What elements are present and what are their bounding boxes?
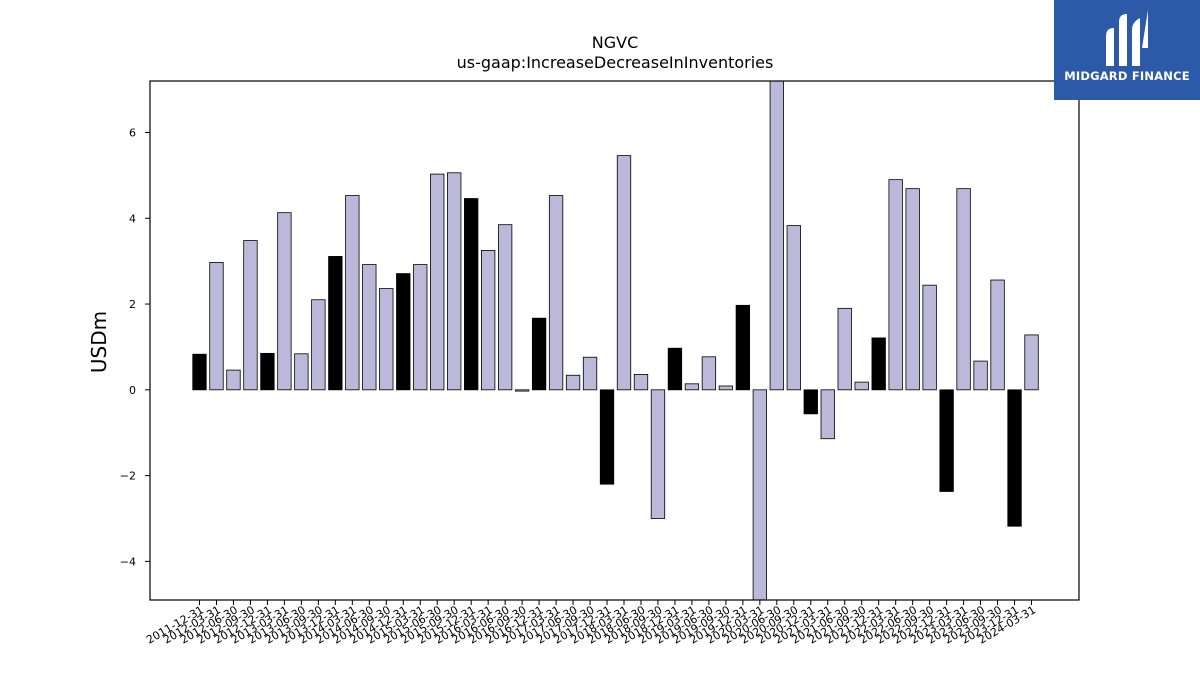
bar [531, 317, 547, 391]
y-axis-label: USDm [87, 311, 111, 373]
bar [277, 212, 292, 391]
bar [226, 369, 241, 391]
bars-group [192, 80, 1039, 601]
bar [1024, 334, 1039, 391]
bar [905, 188, 920, 391]
bar [939, 389, 954, 492]
bar [718, 385, 734, 391]
y-tick-label: 6 [129, 126, 136, 139]
bar [803, 389, 818, 415]
bar [328, 256, 343, 391]
bar [1007, 389, 1022, 527]
bar [497, 224, 513, 391]
chart-subtitle: us-gaap:IncreaseDecreaseInInventories [457, 53, 774, 72]
x-axis: 2011-12-312012-03-312012-06-302012-09-30… [144, 600, 1038, 647]
bar [752, 389, 767, 601]
bar [735, 304, 751, 391]
bar [650, 389, 666, 519]
bar [260, 352, 275, 391]
bar [769, 80, 784, 391]
bar [413, 264, 428, 391]
bar [565, 374, 581, 391]
bar [379, 288, 394, 391]
plot-frame [149, 80, 1080, 601]
bar [667, 347, 683, 391]
bar [820, 389, 835, 440]
bar [294, 353, 309, 391]
y-axis: −4 −2 0 2 4 6 [120, 126, 150, 568]
bar [345, 195, 360, 391]
bar [786, 225, 801, 391]
bar [837, 307, 852, 391]
chart-title: NGVC [592, 33, 638, 52]
bar [633, 373, 649, 391]
bar [956, 188, 971, 391]
bar [871, 337, 886, 391]
bar [888, 179, 903, 391]
bar [599, 389, 615, 485]
bar [922, 284, 937, 391]
brand-name: MIDGARD FINANCE [1064, 69, 1190, 83]
bar [447, 172, 462, 391]
bar [464, 198, 479, 391]
bar [396, 273, 411, 391]
bar [481, 250, 496, 391]
bar [192, 353, 207, 391]
bar [514, 389, 530, 392]
brand-logo: MIDGARD FINANCE [1054, 0, 1200, 100]
bar [990, 279, 1005, 391]
bar [684, 383, 700, 391]
bar [582, 356, 598, 391]
bar [311, 299, 326, 391]
y-tick-label: 2 [129, 298, 136, 311]
bar [209, 262, 224, 391]
bar [616, 155, 632, 391]
y-tick-label: 4 [129, 212, 136, 225]
bar [854, 381, 869, 391]
y-tick-label: −2 [120, 470, 136, 483]
bar [973, 360, 988, 391]
bar [430, 173, 445, 391]
bar [548, 195, 564, 391]
bar [243, 240, 258, 391]
midgard-logo-icon [1106, 10, 1148, 66]
y-tick-label: −4 [120, 555, 136, 568]
y-tick-label: 0 [129, 384, 136, 397]
bar [362, 264, 377, 391]
bar [701, 356, 717, 391]
